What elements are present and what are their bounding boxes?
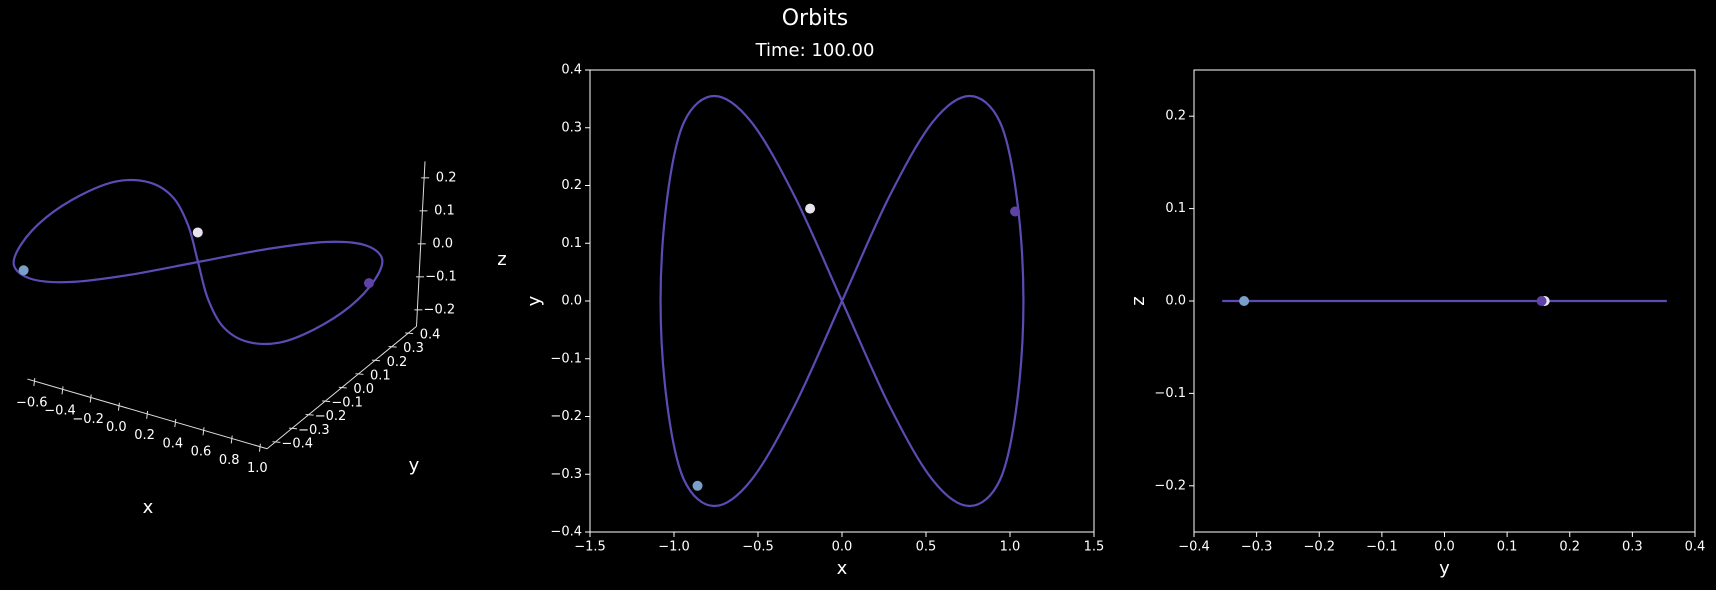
y-tick-label: −0.1 xyxy=(331,396,363,411)
y-tick-label: 0.2 xyxy=(1165,109,1186,124)
body-marker xyxy=(1239,296,1250,306)
x-tick-label: 1.5 xyxy=(1084,540,1105,555)
x-tick xyxy=(230,435,233,444)
x-tick xyxy=(33,378,36,387)
orbit-line xyxy=(659,94,1025,508)
x-tick-label: −0.2 xyxy=(72,412,104,427)
x-tick-label: 0.0 xyxy=(106,420,127,435)
body-marker xyxy=(1010,206,1021,217)
y-tick-label: −0.3 xyxy=(298,423,330,438)
x-tick-label: 0.8 xyxy=(219,453,240,468)
y-tick-label: 0.3 xyxy=(561,120,582,135)
y-tick-label: 0.0 xyxy=(561,294,582,309)
x-tick xyxy=(89,394,92,403)
z-tick-label: −0.2 xyxy=(424,302,456,317)
y-tick-label: −0.3 xyxy=(550,467,582,482)
x-tick-label: −0.5 xyxy=(742,540,774,555)
x-tick xyxy=(258,443,261,452)
x-tick-label: 0.0 xyxy=(1434,540,1455,555)
y-tick xyxy=(322,400,331,403)
y-axis-label: y xyxy=(409,455,420,476)
body-marker xyxy=(18,265,29,276)
z-tick-label: 0.0 xyxy=(432,236,453,251)
y-tick-label: −0.1 xyxy=(550,351,582,366)
x-tick xyxy=(61,386,64,395)
x-tick-label: −1.0 xyxy=(658,540,690,555)
y-tick-label: 0.4 xyxy=(561,63,582,78)
y-tick-label: −0.2 xyxy=(1154,478,1186,493)
x-tick-label: −0.1 xyxy=(1366,540,1398,555)
y-axis-label: y xyxy=(524,295,545,306)
body-marker xyxy=(805,203,816,214)
y-tick-label: 0.0 xyxy=(353,382,374,397)
y-tick xyxy=(355,373,364,375)
x-tick-label: 0.2 xyxy=(1559,540,1580,555)
figure-title: Orbits xyxy=(782,6,849,31)
y-tick-label: −0.4 xyxy=(550,525,582,540)
body-marker xyxy=(363,278,374,289)
x-tick xyxy=(117,402,120,411)
x-axis-label: x xyxy=(143,497,154,518)
x-axis-label: y xyxy=(1439,558,1450,579)
y-tick-label: −0.2 xyxy=(550,409,582,424)
x-tick xyxy=(146,410,149,419)
x-tick-label: −1.5 xyxy=(574,540,606,555)
x-tick-label: 1.0 xyxy=(1000,540,1021,555)
y-tick-label: 0.1 xyxy=(561,236,582,251)
orbit-line-3d xyxy=(12,178,384,346)
x-tick-label: 1.0 xyxy=(247,461,268,476)
z-tick-label: 0.2 xyxy=(436,170,457,185)
x-tick-label: 0.2 xyxy=(134,428,155,443)
x-tick-label: 0.4 xyxy=(162,436,183,451)
x-axis-label: x xyxy=(837,558,848,579)
y-tick xyxy=(272,441,281,443)
y-tick xyxy=(338,386,347,389)
y-tick-label: 0.1 xyxy=(1165,201,1186,216)
y-tick-label: 0.4 xyxy=(420,328,441,343)
y-tick-label: −0.2 xyxy=(315,409,347,424)
x-tick xyxy=(174,419,177,428)
y-tick-label: −0.4 xyxy=(282,436,314,451)
y-axis-label: z xyxy=(1128,296,1149,305)
x-tick-label: 0.3 xyxy=(1622,540,1643,555)
x-tick-label: −0.4 xyxy=(44,404,76,419)
x-tick-label: −0.6 xyxy=(16,395,48,410)
body-marker xyxy=(692,480,703,491)
x-tick xyxy=(202,427,205,436)
y-tick xyxy=(288,427,298,430)
y-tick xyxy=(388,345,397,348)
x-tick-label: 0.5 xyxy=(916,540,937,555)
y-tick xyxy=(371,359,381,362)
y-tick-label: 0.1 xyxy=(370,368,391,383)
body-marker xyxy=(192,227,203,238)
x-tick-label: −0.2 xyxy=(1303,540,1335,555)
y-tick-label: −0.1 xyxy=(1154,386,1186,401)
body-marker xyxy=(1536,296,1547,306)
y-tick-label: 0.3 xyxy=(403,341,424,356)
x-tick-label: 0.6 xyxy=(191,445,212,460)
x-tick-label: 0.1 xyxy=(1497,540,1518,555)
subtitle: Time: 100.00 xyxy=(755,40,875,61)
x-tick-label: −0.4 xyxy=(1178,540,1210,555)
x-tick-label: 0.4 xyxy=(1685,540,1706,555)
z-axis-label: z xyxy=(497,249,506,270)
z-tick-label: 0.1 xyxy=(434,203,455,218)
y-tick-label: 0.2 xyxy=(561,178,582,193)
y-tick-label: 0.0 xyxy=(1165,294,1186,309)
y-tick xyxy=(405,332,414,335)
y-tick-label: 0.2 xyxy=(387,355,408,370)
x-tick-label: −0.3 xyxy=(1241,540,1273,555)
x-tick-label: 0.0 xyxy=(832,540,853,555)
y-tick xyxy=(305,413,314,416)
z-tick-label: −0.1 xyxy=(425,269,457,284)
